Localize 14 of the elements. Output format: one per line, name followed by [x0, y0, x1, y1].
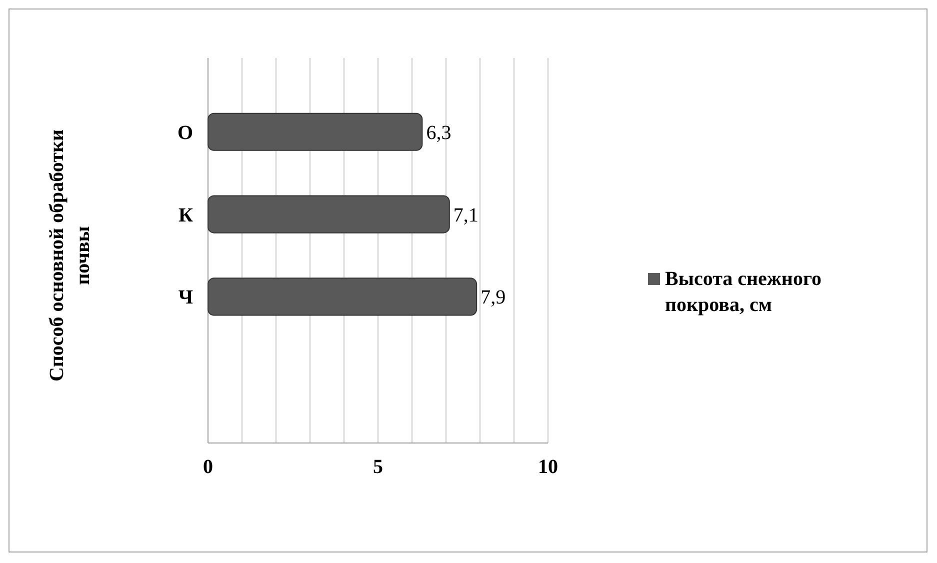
x-tick-label: 10 [538, 456, 558, 478]
data-label: 7,1 [453, 204, 478, 226]
legend-label: Высота снежного покрова, см [665, 268, 822, 316]
y-tick-label: Ч [178, 286, 194, 309]
x-tick-label: 5 [373, 456, 383, 478]
data-label: 6,3 [426, 122, 452, 144]
y-axis-title: Способ основной обработки почвы [46, 129, 94, 382]
data-label: 7,9 [480, 286, 506, 309]
bar [208, 112, 423, 151]
bar [208, 278, 478, 316]
y-tick-label: К [178, 204, 194, 226]
bar [208, 195, 450, 234]
y-tick-label: О [177, 122, 193, 144]
x-tick-label: 0 [203, 456, 213, 478]
